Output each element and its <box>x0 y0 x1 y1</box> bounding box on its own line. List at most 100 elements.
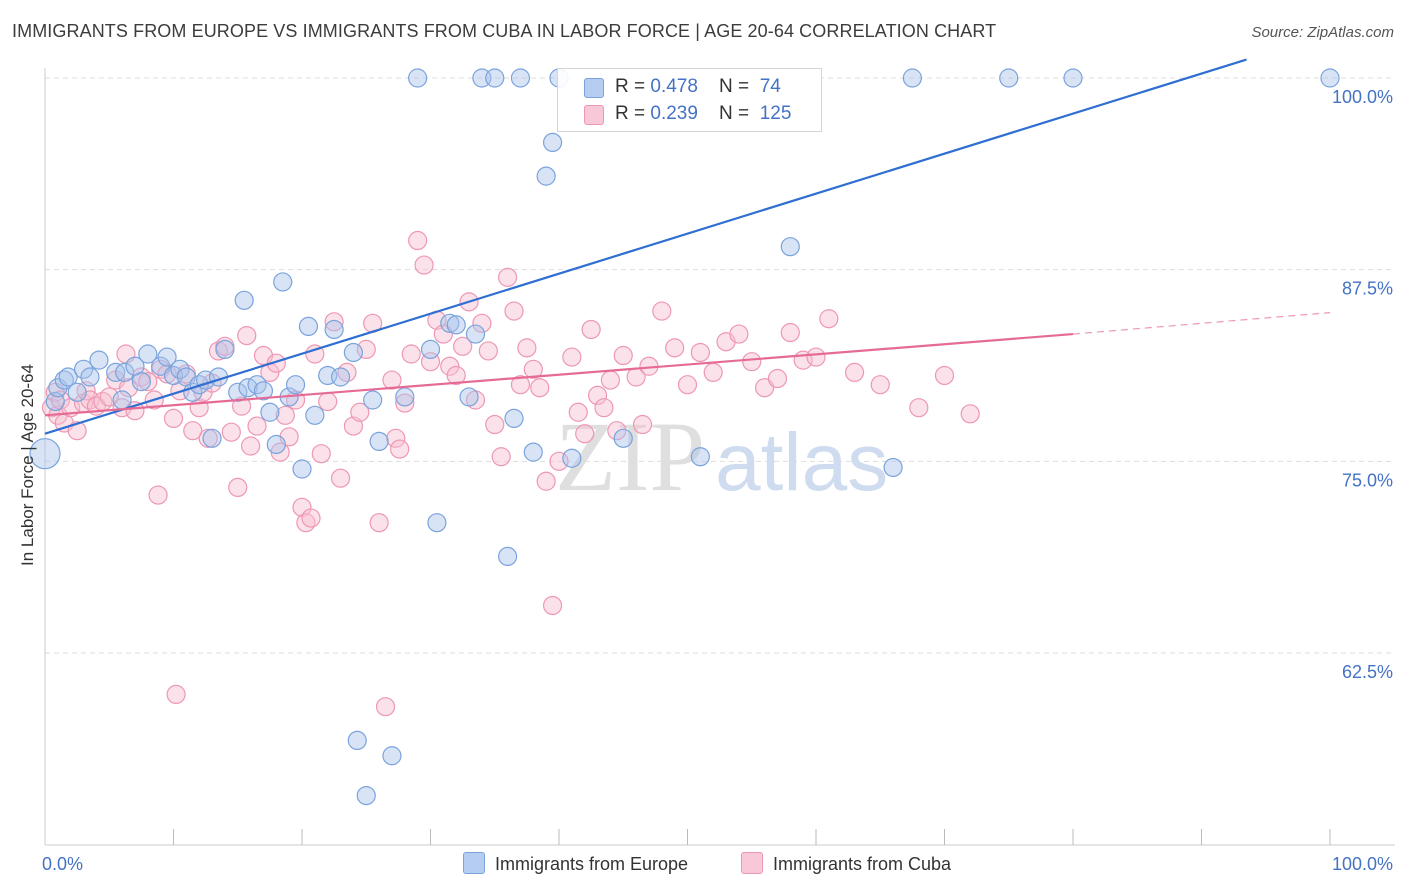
cuba-point <box>665 338 685 358</box>
cuba-point <box>166 684 186 705</box>
x-tick-label-max: 100.0% <box>1332 854 1393 874</box>
cuba-point <box>517 338 537 358</box>
europe-point <box>29 438 61 470</box>
europe-point <box>285 375 306 395</box>
y-tick-label: 75.0% <box>1342 470 1393 490</box>
cuba-point <box>530 378 550 398</box>
x-tick-label-min: 0.0% <box>42 854 83 874</box>
europe-point <box>298 316 319 336</box>
legend-cuba-n-label: N = <box>719 103 755 124</box>
cuba-point <box>311 444 331 464</box>
europe-point <box>347 730 367 751</box>
europe-point <box>324 319 344 340</box>
europe-point <box>465 324 486 344</box>
europe-point <box>80 367 100 387</box>
cuba-point <box>228 477 248 497</box>
europe-point <box>183 382 203 402</box>
cuba-point <box>275 405 295 425</box>
europe-point <box>1063 68 1083 88</box>
cuba-point <box>221 422 241 442</box>
y-tick-label: 87.5% <box>1342 279 1393 299</box>
cuba-point <box>414 255 434 275</box>
cuba-point <box>318 391 338 412</box>
europe-point <box>446 315 466 335</box>
europe-point <box>459 387 479 407</box>
europe-point <box>170 359 190 379</box>
europe-point <box>902 68 922 88</box>
cuba-point <box>536 471 556 491</box>
europe-point <box>292 459 312 479</box>
europe-point <box>157 347 177 367</box>
europe-point <box>89 350 109 370</box>
legend-europe-r-label: R = <box>615 76 651 97</box>
cuba-point <box>742 352 762 372</box>
europe-point <box>131 372 151 392</box>
source-label: Source: ZipAtlas.com <box>1251 24 1394 41</box>
watermark-zip: ZIP <box>555 401 705 512</box>
chart-title: IMMIGRANTS FROM EUROPE VS IMMIGRANTS FRO… <box>12 21 997 41</box>
bottom-legend-cuba-label: Immigrants from Cuba <box>773 854 952 874</box>
bottom-legend-europe: Immigrants from Europe <box>463 852 688 875</box>
cuba-point <box>934 365 955 386</box>
cuba-point <box>408 230 428 251</box>
cuba-point <box>632 414 653 435</box>
cuba-point <box>237 326 257 346</box>
cuba-point <box>575 424 595 444</box>
cuba-point <box>247 416 267 436</box>
cuba-point <box>613 345 633 366</box>
europe-point <box>485 68 505 88</box>
cuba-point <box>472 313 492 333</box>
europe-point <box>73 359 94 379</box>
trend-line-cuba <box>44 332 1074 417</box>
cuba-point <box>960 404 980 424</box>
cuba-point <box>148 485 168 505</box>
bottom-legend-swatch-europe <box>463 852 485 874</box>
cuba-point <box>301 508 321 528</box>
cuba-point <box>157 364 177 384</box>
europe-point <box>305 405 325 425</box>
europe-point <box>234 290 254 310</box>
cuba-point <box>780 322 800 343</box>
cuba-point <box>305 344 325 364</box>
cuba-point <box>806 347 826 367</box>
europe-point <box>58 367 78 387</box>
cuba-point <box>375 697 396 717</box>
cuba-point <box>909 398 929 418</box>
europe-point <box>356 785 376 806</box>
europe-point <box>408 68 428 88</box>
watermark: ZIP atlas <box>555 401 888 512</box>
legend-europe-n-label: N = <box>719 76 755 97</box>
cuba-point <box>542 595 563 616</box>
europe-point <box>504 408 524 428</box>
y-axis-label: In Labor Force | Age 20-64 <box>18 364 37 566</box>
cuba-point <box>607 421 627 441</box>
europe-point <box>690 447 710 467</box>
legend-cuba-r-value: 0.239 <box>650 103 698 124</box>
cuba-point <box>562 347 582 367</box>
cuba-point <box>819 309 839 329</box>
cuba-point <box>767 368 788 389</box>
cuba-point <box>568 402 588 422</box>
legend-swatch-europe <box>584 78 604 98</box>
cuba-point <box>453 336 473 356</box>
europe-point <box>395 387 415 407</box>
cuba-point <box>594 398 614 418</box>
europe-point <box>266 434 286 455</box>
europe-point <box>562 448 582 468</box>
legend-europe-n-value: 74 <box>759 76 781 97</box>
correlation-legend: R = 0.478 N = 74 R = 0.239 N = 125 <box>557 68 822 132</box>
cuba-point <box>324 312 344 332</box>
europe-point <box>363 390 383 410</box>
europe-point <box>440 313 460 333</box>
cuba-point <box>523 359 543 379</box>
legend-cuba-r-label: R = <box>615 103 651 124</box>
cuba-point <box>844 362 865 382</box>
cuba-point <box>504 301 524 321</box>
cuba-point <box>241 436 261 456</box>
europe-point <box>523 442 543 462</box>
cuba-point <box>870 375 890 395</box>
europe-point <box>67 382 87 402</box>
cuba-point <box>703 362 723 382</box>
cuba-point <box>498 267 518 287</box>
